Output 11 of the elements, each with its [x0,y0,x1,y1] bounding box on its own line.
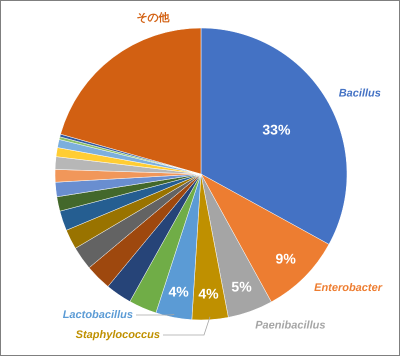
data-label: 33% [262,121,291,138]
data-label: 5% [231,278,252,295]
slice-label: その他 [136,11,170,24]
slice-label: Enterobacter [314,282,383,294]
data-label: 4% [168,284,190,300]
slice-label: Staphylococcus [76,329,160,341]
data-label: 9% [276,250,296,267]
slice-label: Bacillus [338,88,381,100]
slice-label: Lactobacillus [62,309,133,321]
data-label: 4% [198,285,220,302]
slice-label: Paenibacillus [255,320,326,332]
